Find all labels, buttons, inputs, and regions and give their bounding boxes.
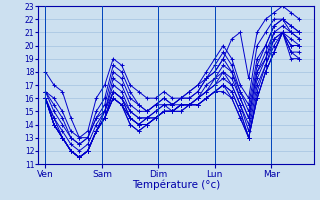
X-axis label: Température (°c): Température (°c) — [132, 180, 220, 190]
